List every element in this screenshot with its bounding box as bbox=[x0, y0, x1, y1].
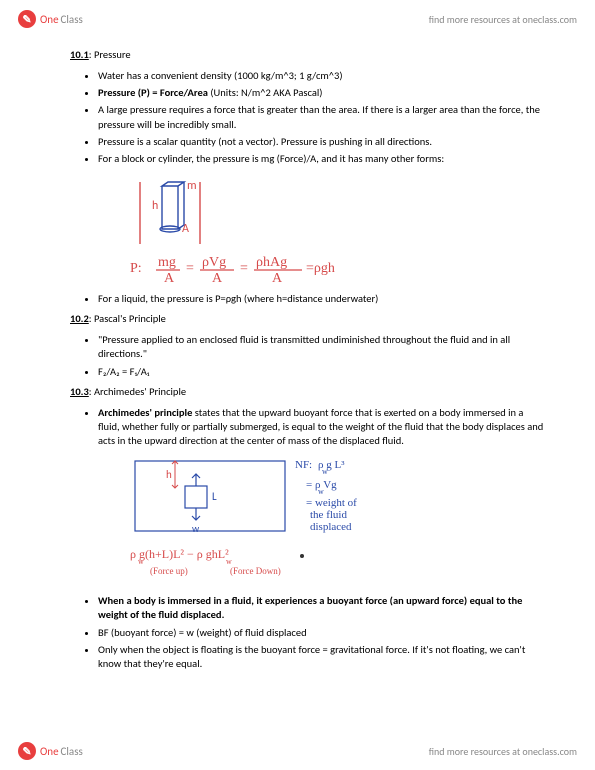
list-item: "Pressure applied to an enclosed fluid i… bbox=[98, 333, 547, 361]
section-10-1-list: Water has a convenient density (1000 kg/… bbox=[70, 69, 547, 166]
fig1-P: P: bbox=[130, 261, 142, 276]
figure-archimedes: h L w NF: ρ g L³ w = ρ Vg w = weight of … bbox=[130, 456, 547, 586]
list-item: For a block or cylinder, the pressure is… bbox=[98, 152, 547, 166]
list-item: Pressure (P) = Force/Area (Units: N/m^2 … bbox=[98, 86, 547, 100]
fig2-fd: (Force Down) bbox=[230, 566, 281, 576]
fig2-NF: NF: bbox=[295, 459, 312, 471]
archimedes-diagram-svg: h L w NF: ρ g L³ w = ρ Vg w = weight of … bbox=[130, 456, 430, 586]
section-label: : Pascal's Principle bbox=[89, 312, 166, 325]
list-item: Archimedes' principle states that the up… bbox=[98, 406, 547, 449]
section-label: : Pressure bbox=[89, 48, 131, 61]
brand-text-one: One bbox=[40, 13, 59, 26]
bold-text: Pressure (P) = Force/Area bbox=[98, 86, 208, 99]
section-num: 10.1 bbox=[70, 48, 89, 61]
fig2-wsub: w bbox=[322, 467, 328, 476]
svg-text:=: = bbox=[186, 261, 194, 276]
fig2-wsub2: w bbox=[318, 487, 324, 496]
fig1-A1: A bbox=[164, 271, 175, 284]
fig2-weq: = weight of bbox=[306, 497, 357, 509]
section-10-3-title: 10.3: Archimedes' Principle bbox=[70, 385, 547, 398]
page-footer: ✎ One Class find more resources at onecl… bbox=[0, 738, 595, 764]
brand-logo-footer: ✎ One Class bbox=[18, 742, 83, 760]
fig1-rhag: ρhAg bbox=[256, 255, 287, 270]
fig1-A: A bbox=[182, 222, 189, 236]
brand-text-class: Class bbox=[61, 745, 83, 758]
list-item: F₂/A₂ = F₁/A₁ bbox=[98, 365, 547, 379]
section-10-2-title: 10.2: Pascal's Principle bbox=[70, 312, 547, 325]
list-item: BF (buoyant force) = w (weight) of fluid… bbox=[98, 626, 547, 640]
brand-logo: ✎ One Class bbox=[18, 10, 83, 28]
document-body: 10.1: Pressure Water has a convenient de… bbox=[70, 48, 547, 730]
brand-text-one: One bbox=[40, 745, 59, 758]
list-item: Only when the object is floating is the … bbox=[98, 643, 547, 671]
fig2-h: h bbox=[166, 468, 172, 481]
section-num: 10.2 bbox=[70, 312, 89, 325]
fig1-rvg: ρVg bbox=[202, 255, 226, 270]
list-item: Water has a convenient density (1000 kg/… bbox=[98, 69, 547, 83]
section-10-3-list: Archimedes' principle states that the up… bbox=[70, 406, 547, 449]
section-10-1-list-2: For a liquid, the pressure is P=ρgh (whe… bbox=[70, 292, 547, 306]
fig2-eq: ρ g(h+L)L² − ρ ghL² bbox=[130, 547, 229, 561]
figure-pressure-block: h m A P: mg A = ρVg A = ρhAg A =ρgh bbox=[130, 174, 547, 284]
bold-text: Archimedes' principle bbox=[98, 406, 192, 419]
fig2-weq2: the fluid bbox=[310, 509, 347, 521]
footer-resources-link[interactable]: find more resources at oneclass.com bbox=[429, 745, 577, 758]
fig2-w: w bbox=[192, 522, 200, 535]
fig2-fu: (Force up) bbox=[150, 566, 188, 576]
fig1-pgh: =ρgh bbox=[306, 261, 335, 276]
fig1-m: m bbox=[187, 179, 197, 193]
list-item: When a body is immersed in a fluid, it e… bbox=[98, 594, 547, 622]
section-10-2-list: "Pressure applied to an enclosed fluid i… bbox=[70, 333, 547, 379]
list-item: A large pressure requires a force that i… bbox=[98, 103, 547, 131]
fig1-A2: A bbox=[212, 271, 223, 284]
brand-text-class: Class bbox=[61, 13, 83, 26]
fig1-h: h bbox=[152, 199, 158, 213]
section-10-1-title: 10.1: Pressure bbox=[70, 48, 547, 61]
fig1-mg: mg bbox=[158, 255, 176, 270]
pressure-diagram-svg: h m A P: mg A = ρVg A = ρhAg A =ρgh bbox=[130, 174, 410, 284]
list-item: Pressure is a scalar quantity (not a vec… bbox=[98, 135, 547, 149]
brand-icon: ✎ bbox=[18, 10, 36, 28]
fig2-weq3: displaced bbox=[310, 521, 352, 533]
fig1-A3: A bbox=[272, 271, 283, 284]
svg-text:=: = bbox=[240, 261, 248, 276]
section-label: : Archimedes' Principle bbox=[89, 385, 186, 398]
fig2-wr: w bbox=[226, 557, 232, 566]
brand-icon: ✎ bbox=[18, 742, 36, 760]
text: (Units: N/m^2 AKA Pascal) bbox=[208, 86, 322, 99]
fig2-wl: w bbox=[138, 557, 144, 566]
fig2-L: L bbox=[212, 490, 217, 503]
page-header: ✎ One Class find more resources at onecl… bbox=[0, 6, 595, 32]
section-num: 10.3 bbox=[70, 385, 89, 398]
header-resources-link[interactable]: find more resources at oneclass.com bbox=[429, 13, 577, 26]
list-item: For a liquid, the pressure is P=ρgh (whe… bbox=[98, 292, 547, 306]
section-10-3-list-2: When a body is immersed in a fluid, it e… bbox=[70, 594, 547, 671]
